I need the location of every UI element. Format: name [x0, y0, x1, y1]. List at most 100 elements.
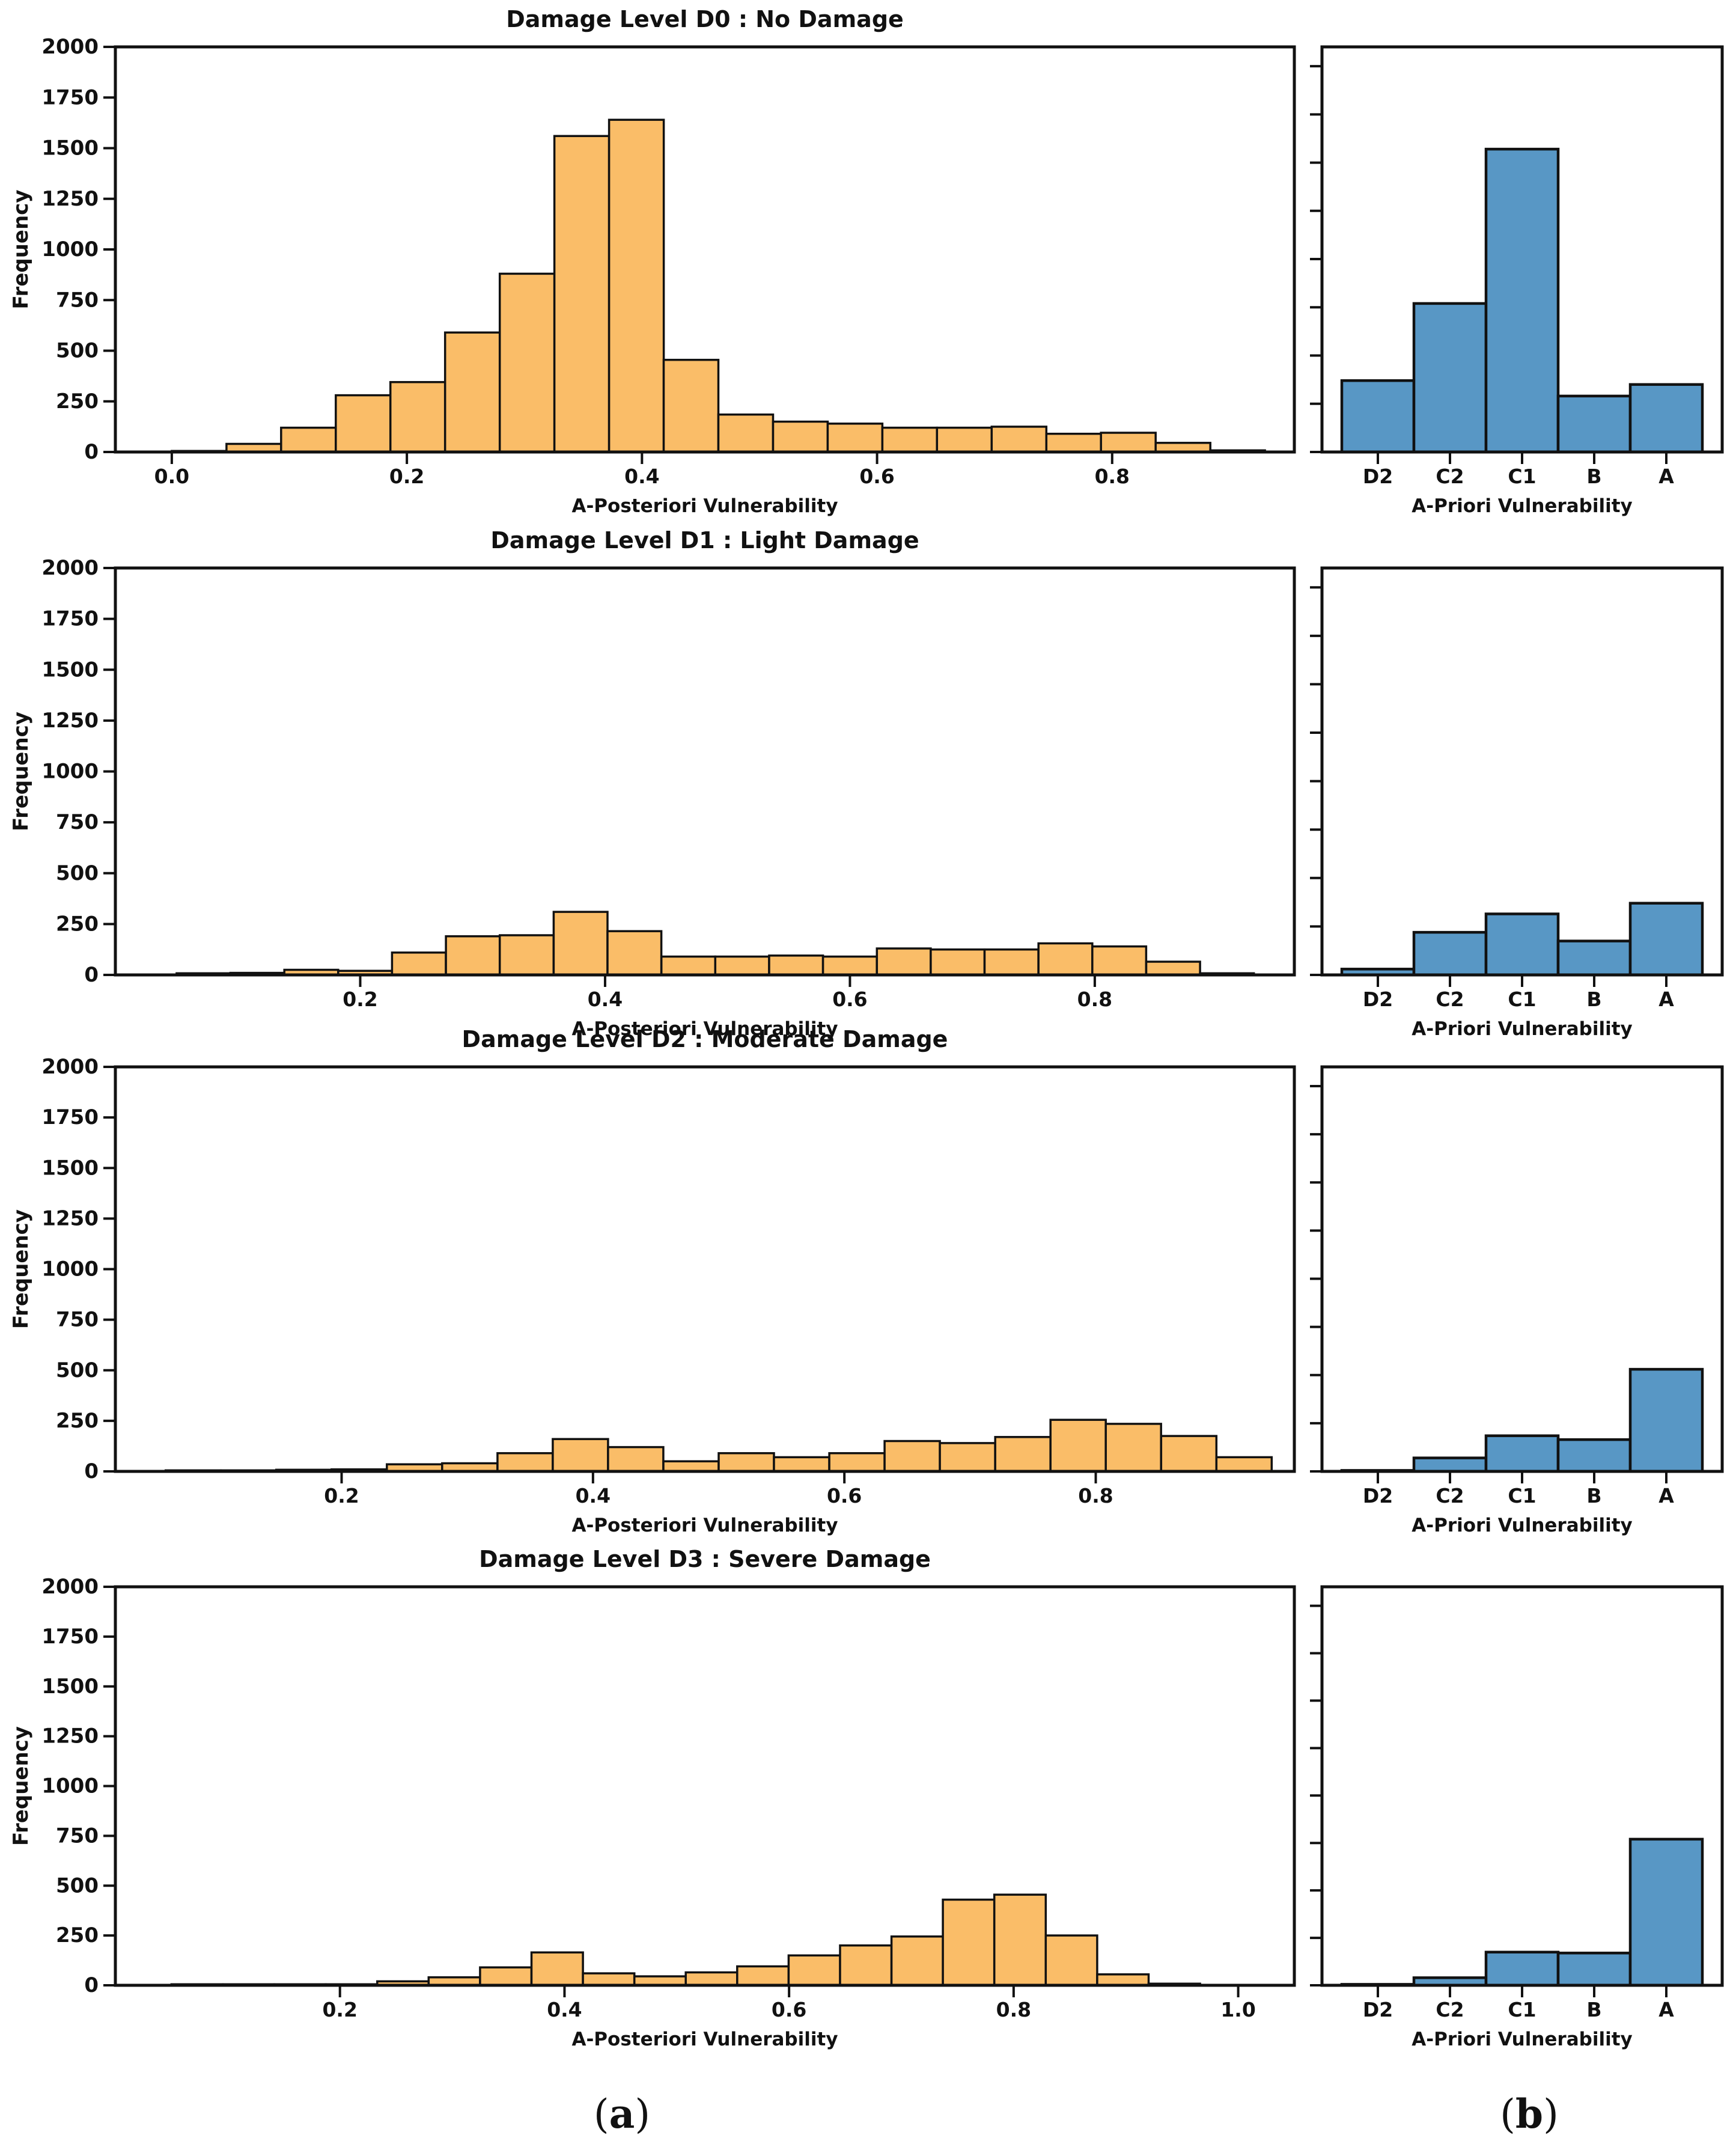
caption-b-open: ( [1500, 2091, 1515, 2137]
hist-bar [717, 1452, 775, 1473]
priori-bar [1484, 912, 1560, 977]
priori-bar [1556, 1952, 1632, 1987]
y-tick-label: 1000 [41, 1257, 99, 1281]
hist-bar [280, 426, 337, 453]
hist-bar [498, 934, 555, 976]
hist-bar [990, 426, 1048, 453]
hist-bar [993, 1893, 1047, 1987]
x-tick-label: 0.8 [1077, 988, 1112, 1011]
x-axis-label-posteriori: A-Posteriori Vulnerability [571, 1018, 838, 1040]
hist-bar [662, 358, 720, 453]
priori-bar [1556, 394, 1632, 454]
hist-bar [826, 423, 884, 453]
hist-bar [839, 1944, 893, 1987]
y-tick-label: 1250 [41, 187, 99, 211]
category-label-c1: C1 [1508, 988, 1536, 1011]
axis-frame [114, 1065, 1296, 1473]
priori-bar [1628, 383, 1704, 454]
category-label-c2: C2 [1436, 988, 1464, 1011]
hist-bar [335, 394, 392, 453]
category-label-a: A [1658, 1484, 1674, 1507]
x-tick-label: 0.6 [832, 988, 867, 1011]
y-tick-label: 0 [84, 440, 99, 464]
hist-bar [389, 380, 446, 453]
priori-bar [1556, 939, 1632, 977]
category-label-a: A [1658, 465, 1674, 488]
hist-bar [1100, 432, 1157, 453]
category-label-c1: C1 [1508, 1484, 1536, 1507]
hist-bar [876, 947, 932, 976]
x-axis-label-posteriori: A-Posteriori Vulnerability [571, 2029, 838, 2050]
caption-a-close: ) [635, 2091, 651, 2137]
subfigure-label-b: (b) [1500, 2090, 1559, 2137]
hist-bar [552, 1438, 609, 1473]
caption-a-open: ( [593, 2091, 609, 2137]
hist-bar [1215, 1456, 1273, 1473]
x-axis-label-priori: A-Priori Vulnerability [1412, 1018, 1632, 1040]
category-label-c2: C2 [1436, 1484, 1464, 1507]
x-axis-label-posteriori: A-Posteriori Vulnerability [571, 495, 838, 517]
hist-bar [768, 954, 824, 976]
hist-bar [498, 272, 556, 453]
hist-bar [443, 331, 501, 453]
hist-bar [1045, 432, 1103, 453]
y-tick-label: 250 [56, 1409, 99, 1433]
priori-bar [1556, 1438, 1632, 1473]
x-axis-label-priori: A-Priori Vulnerability [1412, 2029, 1632, 2050]
hist-bar [890, 1935, 944, 1987]
x-tick-label: 0.4 [624, 465, 659, 488]
y-tick-label: 750 [56, 288, 99, 312]
hist-bar [736, 1965, 790, 1987]
hist-bar [552, 911, 609, 976]
category-label-d2: D2 [1363, 1484, 1393, 1507]
y-tick-label: 1250 [41, 1206, 99, 1230]
y-tick-label: 500 [56, 339, 99, 363]
hist-bar [1104, 1423, 1162, 1473]
priori-bar [1628, 902, 1704, 977]
hist-bar [1096, 1973, 1150, 1987]
category-label-b: B [1586, 1484, 1601, 1507]
hist-bar [714, 955, 770, 976]
y-tick-label: 2000 [41, 1055, 99, 1079]
y-tick-label: 1000 [41, 1774, 99, 1798]
panel-title-damageleveld0:nodamage: Damage Level D0 : No Damage [506, 6, 904, 32]
y-tick-label: 1500 [41, 1156, 99, 1180]
hist-bar [553, 135, 611, 453]
hist-bar [936, 426, 993, 453]
category-label-c1: C1 [1508, 465, 1536, 488]
y-axis-label-frequency: Frequency [9, 1209, 33, 1329]
y-tick-label: 500 [56, 1874, 99, 1898]
hist-bar [391, 951, 447, 976]
x-tick-label: 0.6 [827, 1484, 862, 1507]
hist-bar [983, 948, 1040, 976]
hist-bar [479, 1966, 533, 1987]
category-label-b: B [1586, 1998, 1601, 2021]
x-tick-label: 0.6 [859, 465, 894, 488]
x-tick-label: 0.2 [389, 465, 424, 488]
subfigure-label-a: (a) [594, 2090, 650, 2137]
y-tick-label: 1750 [41, 607, 99, 631]
hist-bar [684, 1971, 739, 1987]
hist-bar [883, 1440, 941, 1473]
category-label-c2: C2 [1436, 1998, 1464, 2021]
hist-bar [660, 955, 717, 976]
x-tick-label: 0.2 [324, 1484, 359, 1507]
priori-bar [1412, 302, 1488, 454]
y-tick-label: 750 [56, 810, 99, 834]
y-tick-label: 1500 [41, 658, 99, 682]
caption-a-letter: a [609, 2090, 635, 2137]
hist-bar [1044, 1934, 1098, 1987]
priori-bar [1484, 147, 1560, 454]
hist-bar [828, 1452, 886, 1473]
x-tick-label: 0.0 [154, 465, 189, 488]
x-tick-label: 0.4 [576, 1484, 611, 1507]
x-tick-label: 0.4 [588, 988, 623, 1011]
category-label-c2: C2 [1436, 465, 1464, 488]
hist-bar [662, 1460, 720, 1473]
priori-bar [1340, 379, 1416, 454]
category-label-c1: C1 [1508, 1998, 1536, 2021]
hist-bar [821, 955, 878, 976]
axis-frame [114, 566, 1296, 977]
